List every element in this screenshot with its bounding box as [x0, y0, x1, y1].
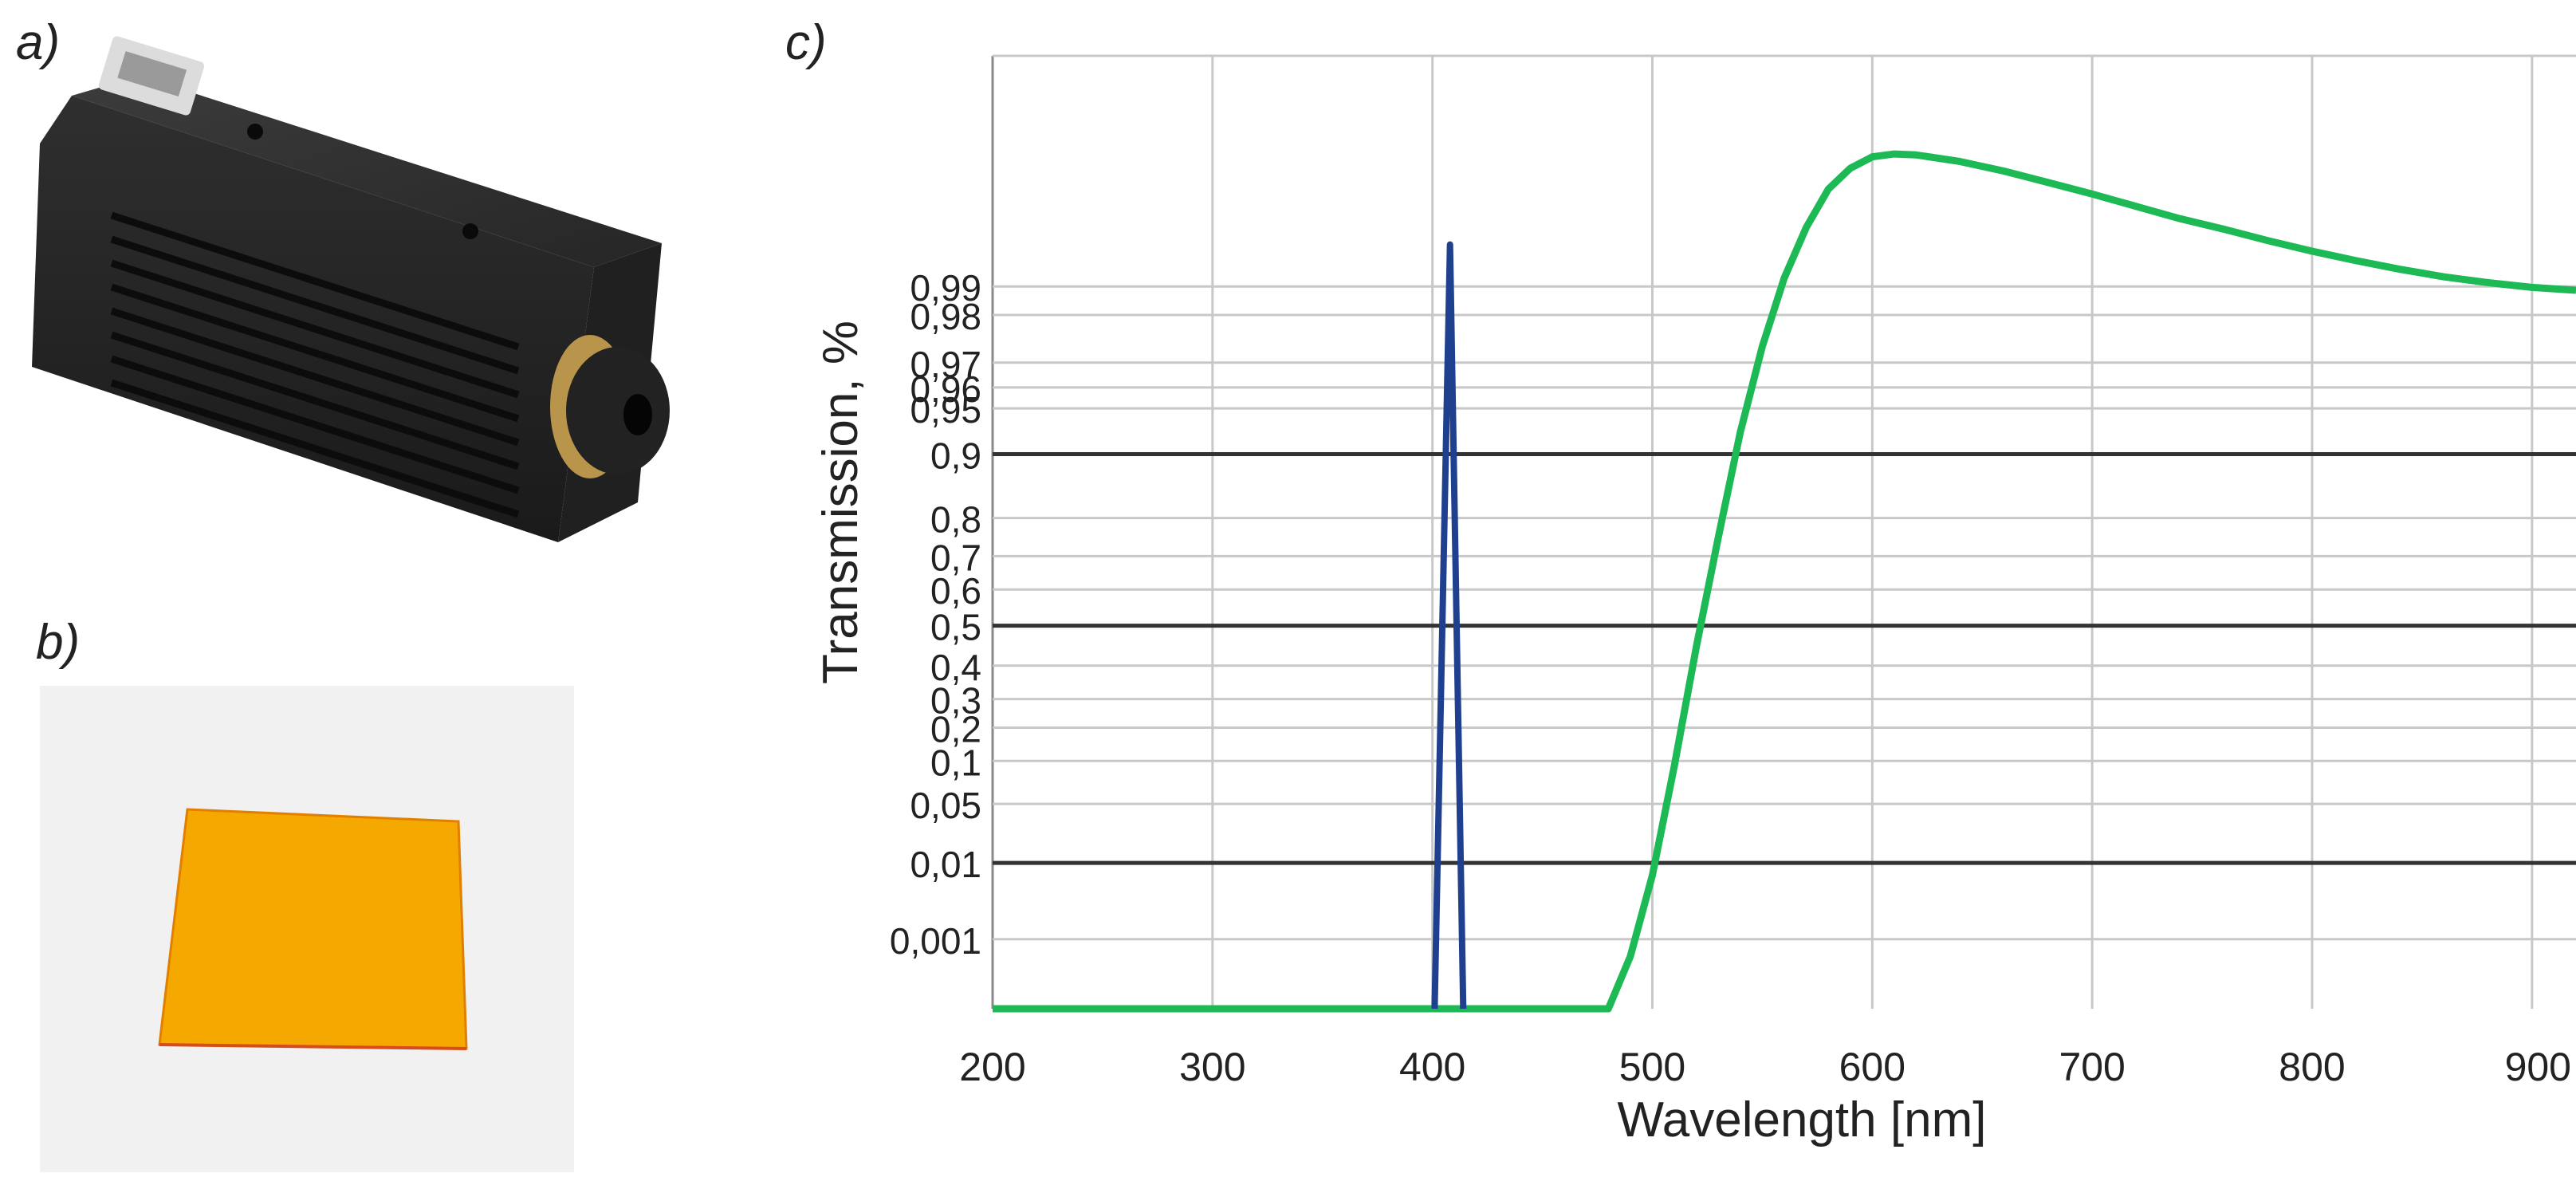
y-tick-label: 0,01: [910, 844, 981, 885]
y-tick-label: 0,6: [930, 570, 981, 612]
cooling-fins: [110, 211, 520, 518]
focus-knob: [566, 347, 670, 474]
x-tick-label: 500: [1619, 1045, 1685, 1089]
y-tick-label: 0,3: [930, 680, 981, 722]
x-tick-label: 600: [1839, 1045, 1905, 1089]
series-filter-transmission: [993, 150, 2576, 1013]
panel-label-b: b): [36, 615, 81, 670]
y-tick-label: 0,4: [930, 647, 981, 688]
transmission-chart: 0,001 0,01 0,050,10,20,30,40,50,60,70,8 0,9…: [813, 54, 2576, 1147]
y-tick-label: 0,8: [930, 499, 981, 541]
x-tick-label: 700: [2059, 1045, 2125, 1089]
x-tick-label: 200: [959, 1045, 1025, 1089]
x-tick-label: 400: [1399, 1045, 1465, 1089]
y-tick-label: 0,05: [910, 785, 981, 826]
module-top-face: [72, 76, 662, 267]
y-tick-labels: 0,001 0,01 0,050,10,20,30,40,50,60,70,8 0,9…: [890, 267, 981, 962]
x-tick-label: 900: [2505, 1045, 2571, 1089]
orange-filter: [159, 809, 466, 1049]
series: [993, 150, 2576, 1013]
series-laser-line: [1431, 241, 1467, 1010]
module-side-face: [32, 96, 594, 542]
grid: [991, 54, 2576, 1009]
y-tick-label: 0,97: [910, 344, 981, 385]
laser-module-illustration: [32, 36, 670, 542]
y-axis-label: Transmission, %: [813, 321, 868, 684]
panel-label-c: c): [785, 15, 827, 70]
y-tick-label: 0,96: [910, 368, 981, 410]
panel-label-a: a): [16, 15, 61, 70]
y-tick-label: 0,95: [910, 389, 981, 431]
x-tick-label: 300: [1179, 1045, 1245, 1089]
y-tick-label: 0,7: [930, 537, 981, 578]
filter-glass-photo: [40, 686, 574, 1172]
y-tick-label: 0,001: [890, 920, 981, 962]
x-tick-label: 800: [2279, 1045, 2345, 1089]
y-tick-label: 0,2: [930, 708, 981, 750]
lens-aperture: [623, 394, 652, 435]
y-tick-label: 0,98: [910, 296, 981, 337]
y-tick-label: 0,5: [930, 607, 981, 648]
y-tick-label: 0,99: [910, 267, 981, 309]
x-axis-label: Wavelength [nm]: [1618, 1092, 1987, 1147]
x-tick-labels: 200 300 400 500 600 700 800 900: [959, 1045, 2571, 1089]
y-tick-label: 0,9: [930, 435, 981, 477]
screw-hole: [247, 124, 263, 140]
y-tick-label: 0,1: [930, 742, 981, 783]
screw-hole: [462, 223, 478, 239]
